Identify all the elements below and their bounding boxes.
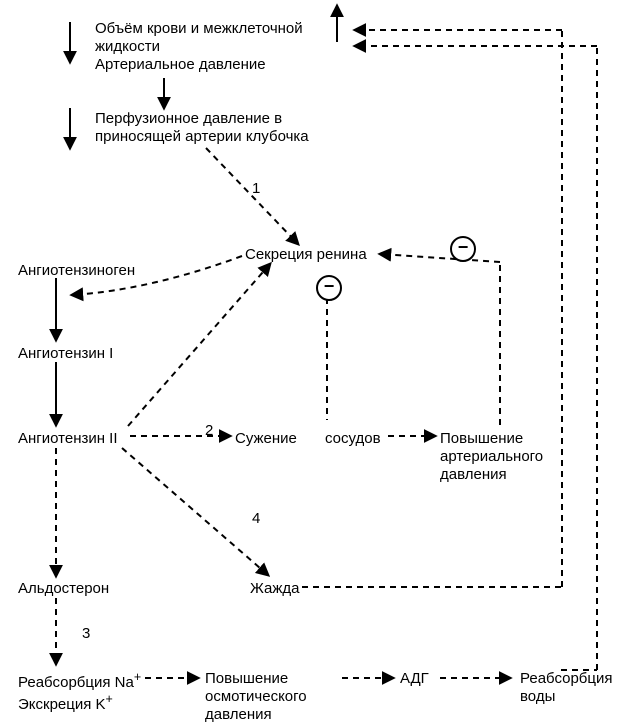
edge-label-e2: 2 xyxy=(205,422,213,439)
node-n13: АДГ xyxy=(400,670,429,688)
minus-icon: − xyxy=(450,236,476,262)
node-n14: Реабсорбция воды xyxy=(520,670,620,706)
edge xyxy=(380,254,500,262)
node-n11: Реабсорбция Na+Экскреция K+ xyxy=(18,670,168,714)
node-n9: Альдостерон xyxy=(18,580,109,598)
node-n8: Повышение артериального давления xyxy=(440,430,570,484)
edge xyxy=(122,448,268,575)
edge xyxy=(128,264,270,426)
node-n10: Жажда xyxy=(250,580,300,598)
node-n4: Ангиотензин I xyxy=(18,345,113,363)
edge-label-e3: 3 xyxy=(82,625,90,642)
node-n5: Ангиотензин II xyxy=(18,430,118,448)
node-n2: Перфузионное давление в приносящей артер… xyxy=(95,110,335,146)
node-n3: Ангиотензиноген xyxy=(18,262,135,280)
edge-label-e1: 1 xyxy=(252,180,260,197)
node-n12: Повышение осмотического давления xyxy=(205,670,345,724)
node-n7: Сужение xyxy=(235,430,297,448)
node-n7b: сосудов xyxy=(325,430,381,448)
edge-label-e4: 4 xyxy=(252,510,260,527)
node-n1: Объём крови и межклеточной жидкостиАртер… xyxy=(95,20,315,74)
minus-icon: − xyxy=(316,275,342,301)
node-n6: Секреция ренина xyxy=(245,246,367,264)
